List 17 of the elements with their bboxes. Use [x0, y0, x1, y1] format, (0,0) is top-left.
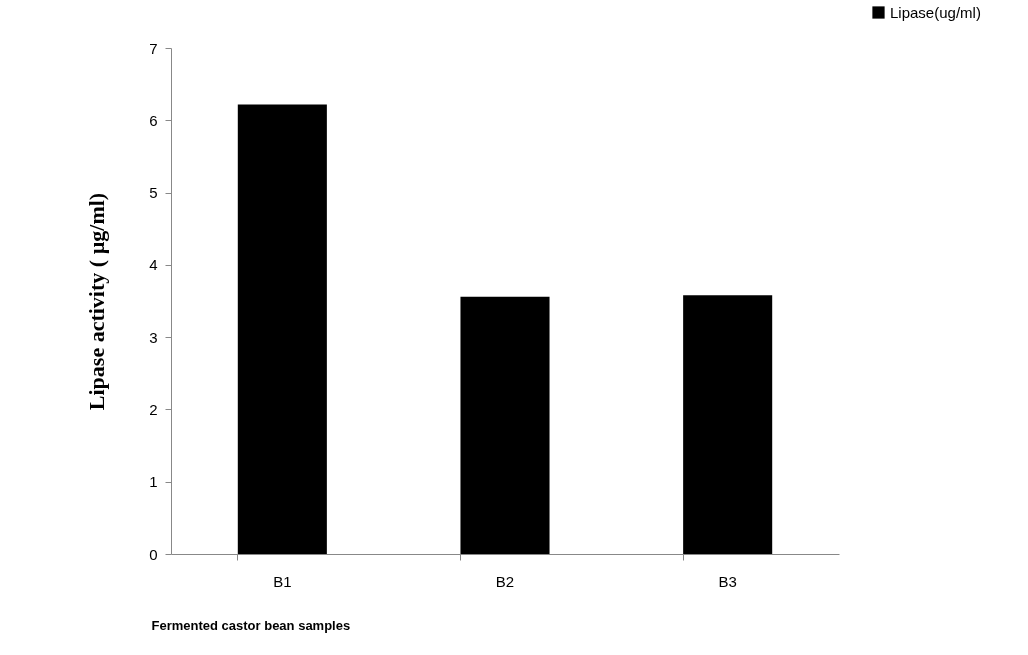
y-axis-title: Lipase activity ( µg/ml) — [84, 192, 110, 411]
bar — [237, 104, 327, 554]
x-axis-title: Fermented castor bean samples — [151, 617, 351, 633]
y-tick-label: 1 — [149, 473, 158, 491]
y-tick-label: 6 — [149, 111, 158, 129]
y-tick-label: 5 — [149, 184, 158, 202]
legend-label: Lipase(ug/ml) — [890, 3, 981, 21]
bar — [683, 295, 773, 554]
x-tick-label: B1 — [273, 572, 292, 590]
x-tick-label: B3 — [718, 572, 737, 590]
y-tick-label: 7 — [149, 39, 158, 57]
bar — [460, 296, 550, 554]
y-tick-label: 4 — [149, 256, 158, 274]
y-tick-label: 3 — [149, 328, 158, 346]
x-tick-label: B2 — [495, 572, 515, 590]
y-tick-label: 0 — [149, 545, 158, 563]
y-tick-label: 2 — [149, 400, 158, 418]
